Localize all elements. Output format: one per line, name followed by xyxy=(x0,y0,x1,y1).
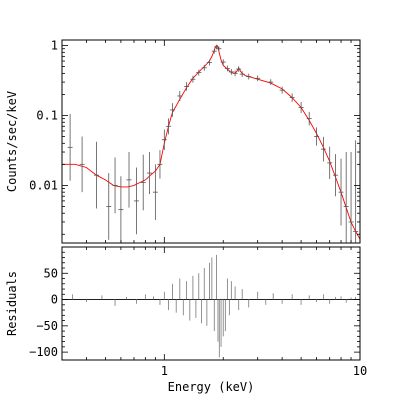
spectrum-plot-frame xyxy=(61,39,361,244)
residuals-ytick-labels: −100 −50 0 50 xyxy=(29,266,58,359)
residuals-ytick-label: 50 xyxy=(44,266,58,280)
energy-x-axis-label: Energy (keV) xyxy=(168,380,255,394)
spectrum-ytick-label: 0.01 xyxy=(29,178,58,192)
residuals-ytick-label: 0 xyxy=(51,293,58,307)
spectrum-ytick-labels: 0.01 0.1 1 xyxy=(29,39,58,193)
residuals-y-axis-label: Residuals xyxy=(5,271,19,336)
energy-xtick-label: 10 xyxy=(353,364,367,378)
residual-points-group xyxy=(72,254,357,358)
residuals-ytick-label: −100 xyxy=(29,345,58,359)
residuals-ticks xyxy=(61,246,361,360)
residuals-panel: −100 −50 0 50 1 10 Residuals Energy (keV) xyxy=(5,246,368,394)
spectrum-y-axis-label: Counts/sec/keV xyxy=(5,91,19,192)
spectrum-ytick-label: 1 xyxy=(51,39,58,53)
residuals-plot-frame xyxy=(61,246,361,361)
data-points-group xyxy=(67,44,359,243)
spectrum-ticks xyxy=(61,40,361,243)
residuals-ytick-label: −50 xyxy=(36,319,58,333)
energy-xtick-labels: 1 10 xyxy=(161,364,368,378)
energy-xtick-label: 1 xyxy=(161,364,168,378)
spectrum-panel: 0.01 0.1 1 Counts/sec/keV xyxy=(5,39,361,244)
spectrum-ytick-label: 0.1 xyxy=(36,108,58,122)
